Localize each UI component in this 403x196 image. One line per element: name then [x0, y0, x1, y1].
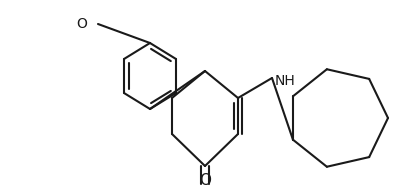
Text: O: O	[76, 17, 87, 31]
Text: NH: NH	[275, 74, 296, 88]
Text: O: O	[199, 173, 211, 188]
